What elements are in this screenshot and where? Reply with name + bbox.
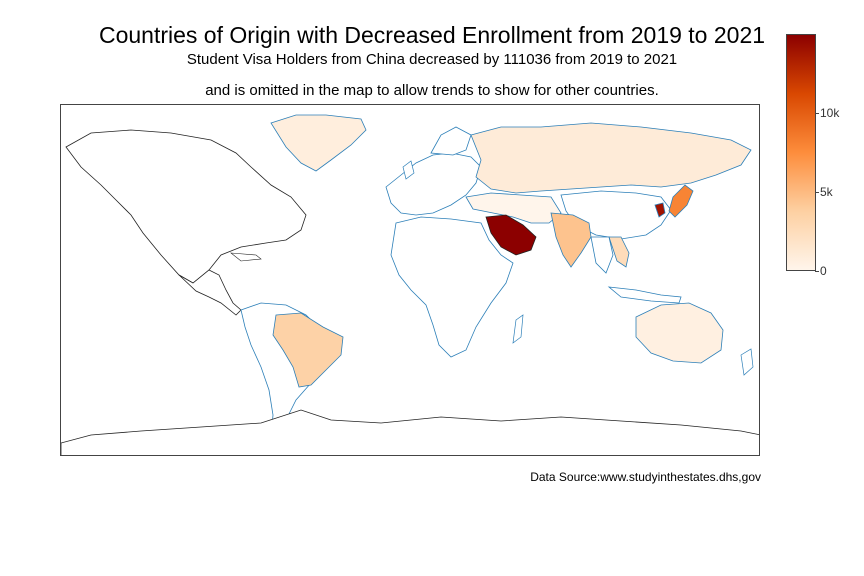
north-america[interactable] xyxy=(65,129,307,284)
japan-region[interactable] xyxy=(668,184,694,218)
greenland-region[interactable] xyxy=(270,114,367,172)
central-america[interactable] xyxy=(178,269,242,316)
vietnam-region[interactable] xyxy=(608,236,630,268)
australia-region[interactable] xyxy=(635,302,724,364)
indonesia[interactable] xyxy=(607,286,682,304)
map-subtitle-line2: and is omitted in the map to allow trend… xyxy=(205,82,659,99)
africa[interactable] xyxy=(390,216,514,358)
world-map-svg xyxy=(61,114,760,456)
colorbar-tick-mark xyxy=(815,192,819,193)
world-map[interactable] xyxy=(60,104,760,456)
uk[interactable] xyxy=(402,160,415,180)
south-korea-region[interactable] xyxy=(654,202,666,218)
new-zealand[interactable] xyxy=(740,348,754,376)
india-region[interactable] xyxy=(550,212,592,268)
southeast-asia[interactable] xyxy=(590,236,614,274)
madagascar[interactable] xyxy=(512,314,524,344)
middle-east[interactable] xyxy=(465,192,562,224)
scandinavia[interactable] xyxy=(430,126,472,156)
caribbean[interactable] xyxy=(230,252,262,262)
europe[interactable] xyxy=(385,152,482,216)
map-title: Countries of Origin with Decreased Enrol… xyxy=(98,22,766,48)
antarctica[interactable] xyxy=(61,409,760,456)
colorbar-tick-mark xyxy=(815,271,819,272)
colorbar xyxy=(786,34,816,271)
colorbar-tick-label: 10k xyxy=(820,106,840,120)
russia-region[interactable] xyxy=(470,122,752,194)
saudi-arabia-region[interactable] xyxy=(485,214,537,256)
brazil-region[interactable] xyxy=(272,312,344,388)
data-source-note: Data Source:www.studyinthestates.dhs,gov xyxy=(530,470,761,484)
colorbar-tick-label: 0 xyxy=(820,264,827,278)
colorbar-tick-mark xyxy=(815,113,819,114)
map-subtitle-line1: Student Visa Holders from China decrease… xyxy=(186,51,678,68)
colorbar-tick-label: 5k xyxy=(820,185,833,199)
